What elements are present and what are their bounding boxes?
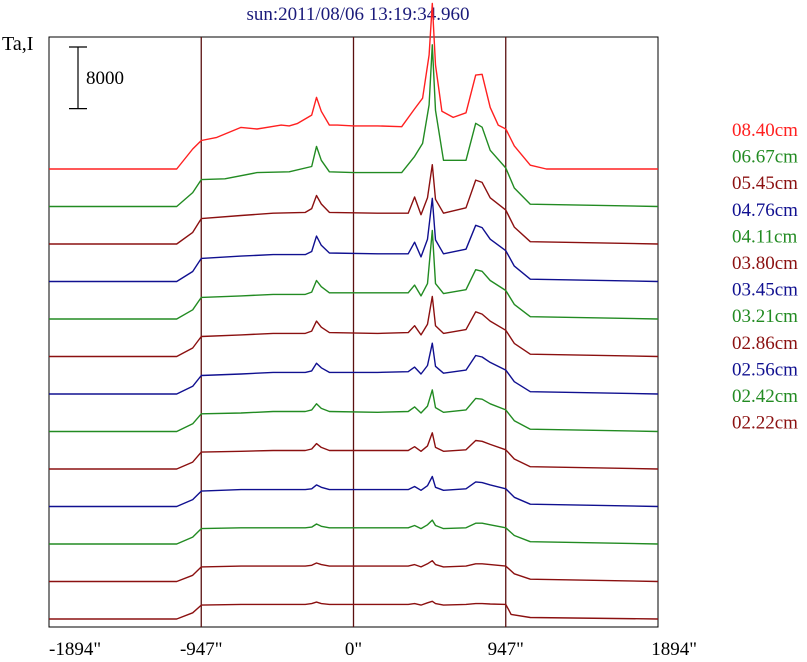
chart-title: sun:2011/08/06 13:19:34.960 <box>246 4 469 25</box>
legend-item: 08.40cm <box>732 120 798 141</box>
series-curve-10 <box>49 519 659 545</box>
scale-bar-label: 8000 <box>86 68 124 89</box>
x-tick-labels: -1894" -947" 0" 947" 1894" <box>49 639 697 660</box>
series-curve-11 <box>49 560 659 583</box>
legend-item: 02.22cm <box>732 413 798 434</box>
legend-item: 05.45cm <box>732 173 798 194</box>
curves-group <box>49 2 659 620</box>
legend-item: 03.80cm <box>732 253 798 274</box>
legend-item: 02.56cm <box>732 359 798 380</box>
y-axis-label: Ta,I <box>2 33 33 55</box>
series-curve-4 <box>49 229 659 320</box>
x-tick-label: -1894" <box>49 639 101 660</box>
series-curve-12 <box>49 600 659 620</box>
legend: 08.40cm 06.67cm 05.45cm 04.76cm 04.11cm 03.80… <box>732 120 798 434</box>
series-curve-3 <box>49 197 659 283</box>
scale-bar: 8000 <box>69 46 124 110</box>
legend-item: 03.21cm <box>732 306 798 327</box>
series-curve-0 <box>49 2 658 170</box>
x-tick-label: 1894" <box>651 639 697 660</box>
series-curve-9 <box>49 475 659 508</box>
legend-item: 04.11cm <box>732 226 797 247</box>
legend-item: 06.67cm <box>732 147 798 168</box>
series-curve-5 <box>49 295 659 358</box>
legend-item: 03.45cm <box>732 280 798 301</box>
legend-item: 02.42cm <box>732 386 798 407</box>
x-tick-label: 0" <box>345 639 362 660</box>
x-tick-label: 947" <box>488 639 524 660</box>
series-curve-6 <box>49 342 659 395</box>
series-curve-8 <box>49 432 659 470</box>
x-tick-label: -947" <box>180 639 223 660</box>
series-curve-2 <box>49 163 659 245</box>
legend-item: 02.86cm <box>732 333 798 354</box>
legend-item: 04.76cm <box>732 200 798 221</box>
series-curve-7 <box>49 389 659 433</box>
series-curve-1 <box>49 44 659 208</box>
